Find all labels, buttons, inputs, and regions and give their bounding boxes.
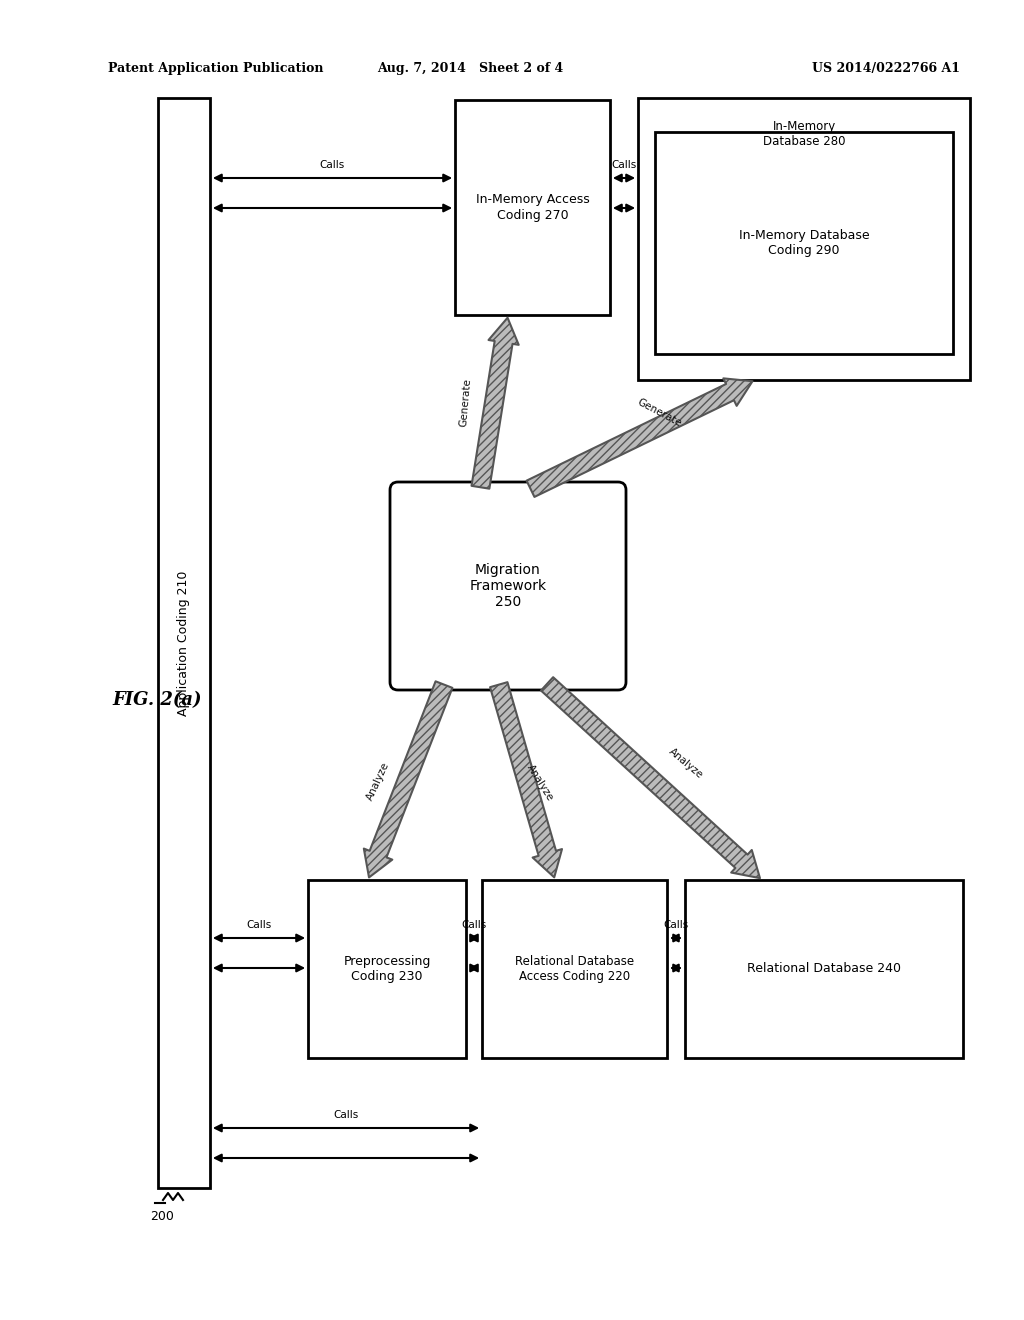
FancyArrowPatch shape (470, 965, 478, 972)
Text: Generate: Generate (459, 378, 473, 428)
Text: Relational Database 240: Relational Database 240 (746, 962, 901, 975)
Text: Generate: Generate (636, 397, 683, 429)
Text: In-Memory
Database 280: In-Memory Database 280 (763, 120, 845, 148)
FancyArrowPatch shape (541, 677, 760, 878)
FancyArrowPatch shape (471, 318, 519, 488)
Bar (455, 100, 610, 315)
FancyArrowPatch shape (526, 379, 753, 496)
FancyArrowPatch shape (215, 174, 450, 181)
Text: Calls: Calls (611, 160, 637, 170)
Text: Analyze: Analyze (366, 760, 392, 801)
FancyBboxPatch shape (390, 482, 626, 690)
FancyArrowPatch shape (615, 174, 633, 181)
Text: Preprocessing
Coding 230: Preprocessing Coding 230 (343, 954, 431, 983)
FancyArrowPatch shape (364, 681, 453, 878)
FancyArrowPatch shape (490, 682, 562, 878)
Text: Application Coding 210: Application Coding 210 (177, 570, 190, 715)
FancyArrowPatch shape (672, 965, 680, 972)
Bar (158, 98, 210, 1188)
FancyArrowPatch shape (215, 935, 303, 941)
FancyArrowPatch shape (215, 205, 450, 211)
FancyArrowPatch shape (215, 1125, 477, 1131)
Bar (655, 132, 953, 354)
Text: Patent Application Publication: Patent Application Publication (108, 62, 324, 75)
Text: 200: 200 (151, 1210, 174, 1224)
Text: Calls: Calls (319, 160, 345, 170)
FancyArrowPatch shape (215, 965, 303, 972)
FancyArrowPatch shape (470, 935, 478, 941)
Bar (685, 880, 963, 1059)
Bar (638, 98, 970, 380)
Text: In-Memory Database
Coding 290: In-Memory Database Coding 290 (738, 228, 869, 257)
Bar (482, 880, 667, 1059)
Text: Calls: Calls (664, 920, 688, 931)
FancyArrowPatch shape (215, 1155, 477, 1162)
Text: Migration
Framework
250: Migration Framework 250 (469, 562, 547, 610)
Text: US 2014/0222766 A1: US 2014/0222766 A1 (812, 62, 961, 75)
FancyArrowPatch shape (615, 205, 633, 211)
FancyArrowPatch shape (672, 935, 680, 941)
Text: Analyze: Analyze (667, 746, 705, 780)
Text: Aug. 7, 2014   Sheet 2 of 4: Aug. 7, 2014 Sheet 2 of 4 (377, 62, 563, 75)
Text: Relational Database
Access Coding 220: Relational Database Access Coding 220 (515, 954, 634, 983)
Text: Calls: Calls (334, 1110, 358, 1119)
Text: Calls: Calls (462, 920, 486, 931)
Text: Calls: Calls (247, 920, 271, 931)
Text: In-Memory Access
Coding 270: In-Memory Access Coding 270 (475, 194, 590, 222)
Text: FIG. 2(a): FIG. 2(a) (112, 690, 202, 709)
Bar (308, 880, 466, 1059)
Text: Analyze: Analyze (525, 763, 556, 803)
